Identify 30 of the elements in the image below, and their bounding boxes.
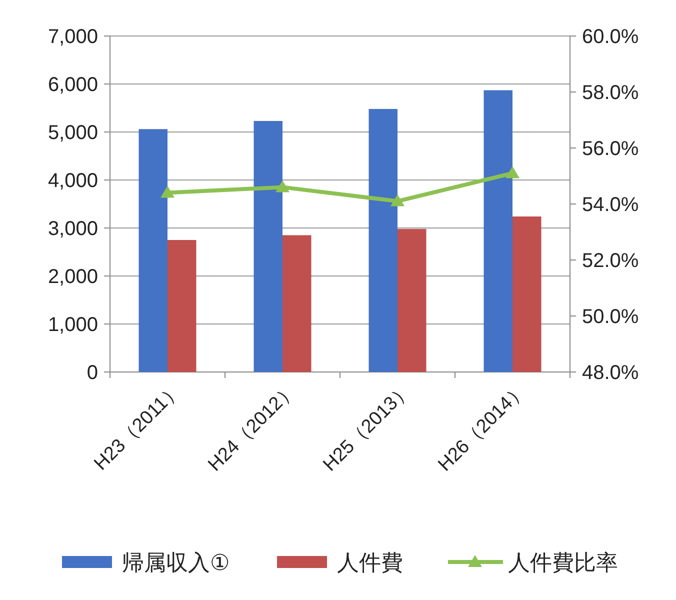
legend-label: 人件費比率 (508, 550, 618, 575)
y-tick-label: 6,000 (48, 74, 98, 96)
bar (138, 129, 168, 372)
legend-label: 帰属収入① (122, 550, 230, 575)
point (160, 186, 174, 198)
y-tick-label: 3,000 (48, 218, 98, 240)
y2-tick-label: 50.0% (582, 306, 639, 328)
y2-tick-label: 60.0% (582, 26, 639, 48)
legend-label: 人件費 (337, 550, 403, 575)
y2-tick-label: 48.0% (582, 362, 639, 384)
point (276, 180, 290, 192)
bar (168, 240, 196, 372)
bar (484, 90, 512, 372)
y-tick-label: 7,000 (48, 26, 98, 48)
point (390, 194, 404, 206)
y-tick-label: 2,000 (48, 266, 98, 288)
bar (282, 235, 312, 372)
y-tick-label: 5,000 (48, 122, 98, 144)
bar (368, 108, 398, 372)
bar (512, 216, 542, 372)
y2-tick-label: 54.0% (582, 194, 639, 216)
y-tick-label: 4,000 (48, 170, 98, 192)
y2-tick-label: 58.0% (582, 82, 639, 104)
y2-tick-label: 52.0% (582, 250, 639, 272)
y-tick-label: 1,000 (48, 314, 98, 336)
bar (398, 228, 426, 372)
bar (254, 120, 282, 372)
y-tick-label: 0 (86, 362, 98, 384)
y2-tick-label: 56.0% (582, 138, 639, 160)
point (506, 166, 520, 178)
